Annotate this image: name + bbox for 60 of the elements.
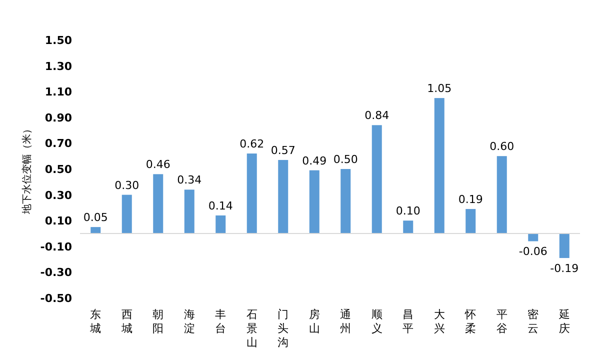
x-tick-label: 房山 [308, 308, 320, 335]
data-label: 1.05 [427, 82, 452, 96]
bar [153, 174, 164, 234]
x-tick-label: 东城 [89, 308, 102, 335]
y-tick-label: -0.10 [40, 240, 72, 254]
data-label: 0.19 [458, 192, 483, 206]
data-label: 0.57 [270, 144, 296, 157]
data-label: 0.49 [302, 154, 327, 168]
bar [122, 194, 132, 234]
bar [559, 234, 570, 258]
x-tick-label: 密云 [528, 308, 539, 335]
data-label: 0.62 [240, 138, 264, 151]
y-tick-label: 1.10 [44, 86, 72, 99]
x-tick-label: 怀柔 [464, 308, 476, 335]
y-tick-label: 1.30 [44, 60, 72, 73]
data-label: 0.05 [83, 211, 108, 224]
y-axis-title: 地下水位变幅（米） [21, 124, 33, 215]
x-tick-label: 延庆 [558, 308, 570, 335]
data-label: 0.34 [177, 174, 202, 187]
bar [216, 215, 226, 234]
bar [278, 160, 288, 234]
data-label: 0.60 [490, 140, 514, 154]
x-tick-label: 昌平 [402, 308, 414, 335]
x-tick-label: 朝阳 [152, 308, 164, 335]
x-tick-label: 大兴 [434, 308, 445, 335]
x-tick-label: 石景山 [246, 308, 258, 349]
bar [403, 220, 414, 234]
y-tick-label: 0.50 [44, 163, 72, 176]
bar [496, 156, 507, 234]
bar [309, 170, 320, 234]
data-label: 0.10 [396, 204, 420, 218]
x-tick-label: 西城 [120, 308, 132, 335]
y-tick-label: 0.10 [44, 214, 72, 228]
bar [466, 208, 476, 234]
y-tick-label: 0.90 [44, 111, 72, 124]
y-tick-label: -0.30 [40, 266, 72, 280]
data-label: 0.46 [146, 158, 170, 172]
x-tick-label: 顺义 [371, 308, 382, 335]
y-tick-label: 0.70 [44, 137, 72, 150]
bar [90, 227, 101, 234]
bar [372, 125, 382, 234]
x-tick-label: 门头沟 [278, 308, 289, 349]
bar [184, 190, 194, 234]
x-tick-label: 丰台 [215, 308, 226, 335]
data-label: 0.84 [364, 109, 390, 122]
bar [528, 234, 538, 242]
data-label: -0.06 [518, 245, 548, 258]
bar [340, 169, 351, 234]
data-label: 0.50 [333, 153, 358, 166]
bar [246, 154, 257, 234]
data-label: 0.30 [114, 178, 140, 192]
y-tick-label: 1.50 [44, 34, 72, 47]
y-tick-label: -0.50 [40, 292, 72, 305]
y-tick-label: 0.30 [44, 188, 72, 202]
x-tick-label: 海淀 [184, 308, 195, 335]
data-label: -0.19 [550, 262, 579, 276]
x-tick-label: 通州 [340, 308, 352, 335]
bar [434, 98, 444, 234]
x-tick-label: 平谷 [496, 308, 508, 335]
data-label: 0.14 [208, 199, 233, 212]
